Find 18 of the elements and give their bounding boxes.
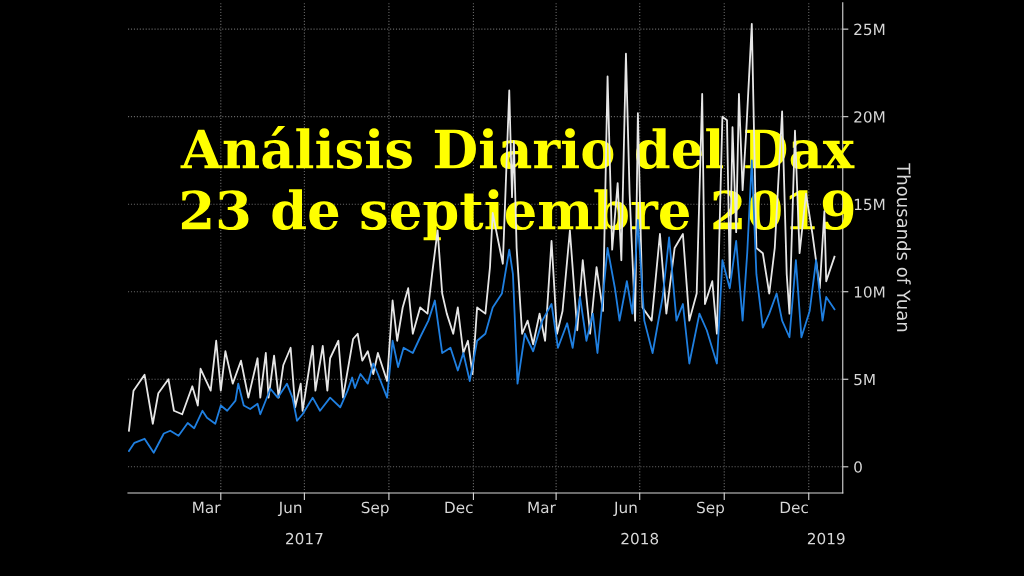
- y-tick-label: 15M: [854, 198, 885, 211]
- x2-tick-label: 2019: [807, 532, 845, 545]
- x-tick-label: Sep: [361, 501, 389, 517]
- x-tick-label: Mar: [193, 501, 221, 514]
- x-tick-label: Dec: [780, 501, 808, 514]
- y-tick-label: 0: [854, 461, 862, 473]
- y-tick-label: 10M: [854, 286, 885, 298]
- x-tick-label: Jun: [277, 501, 302, 517]
- x-tick-label: Jun: [613, 501, 637, 517]
- x2-tick-label: 2018: [621, 532, 659, 545]
- y-tick-label: 25M: [854, 23, 885, 36]
- x-tick-label: Dec: [445, 501, 473, 514]
- x-tick-label: Mar: [528, 501, 556, 514]
- y-tick-label: 20M: [854, 111, 885, 123]
- x2-tick-label: 2017: [286, 532, 323, 545]
- y-tick-label: 5M: [854, 373, 875, 386]
- x-tick-label: Sep: [697, 501, 725, 517]
- y-axis-title: Thousands of Yuan: [896, 163, 911, 332]
